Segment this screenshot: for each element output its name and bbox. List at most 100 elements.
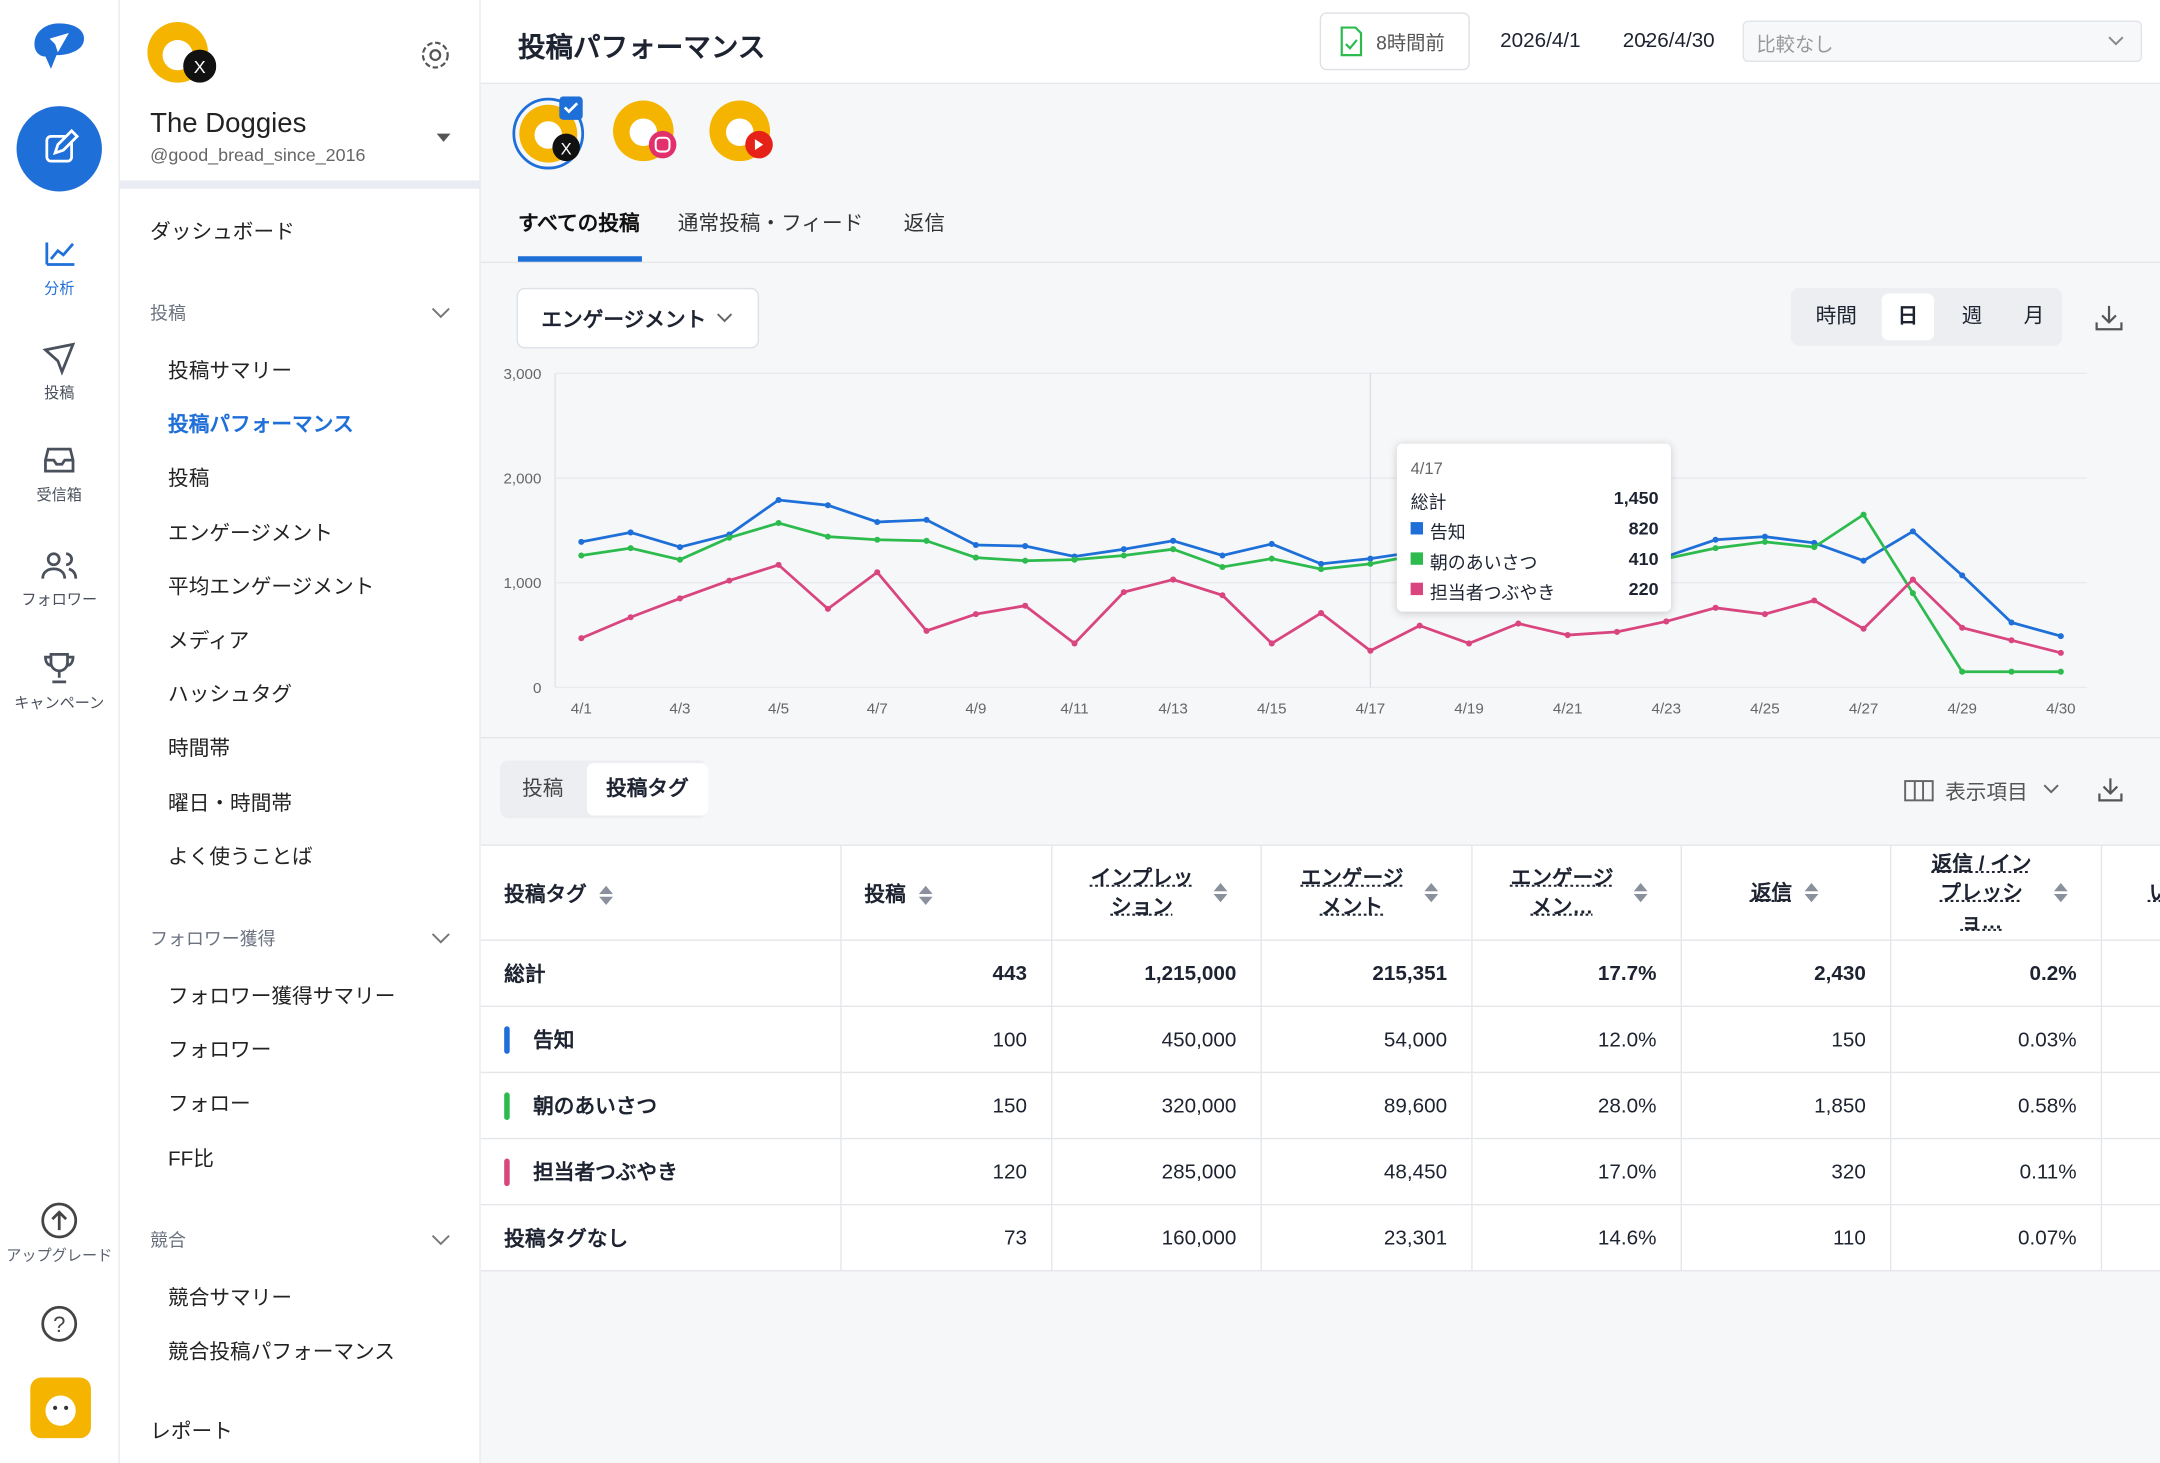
- table-tab[interactable]: 投稿: [522, 776, 564, 801]
- metric-select[interactable]: エンゲージメント: [516, 287, 760, 349]
- nav-item[interactable]: エンゲージメント: [168, 521, 333, 545]
- account-caret[interactable]: [435, 131, 452, 145]
- header-text: エンゲージメン…: [1510, 866, 1614, 919]
- user-avatar[interactable]: [30, 1377, 91, 1439]
- table-row: 担当者つぶやき 120 285,000 48,450 17.0% 320 0.11%: [480, 1138, 2160, 1206]
- y-tick-label: 1,000: [503, 575, 541, 592]
- rail-label[interactable]: 受信箱: [36, 487, 82, 505]
- nav-item[interactable]: 曜日・時間帯: [168, 791, 293, 815]
- header-text: エンゲージメント: [1300, 866, 1404, 919]
- update-badge[interactable]: 8時間前: [1319, 12, 1470, 71]
- nav-item[interactable]: 投稿: [168, 467, 210, 491]
- nav-item[interactable]: ハッシュタグ: [168, 683, 293, 707]
- column-header[interactable]: 投稿タグ: [480, 845, 841, 941]
- series-point: [1860, 511, 1867, 518]
- tooltip-value: 220: [1628, 578, 1659, 600]
- nav-report[interactable]: レポート: [150, 1420, 233, 1444]
- nav-dashboard[interactable]: ダッシュボード: [150, 220, 295, 244]
- rail-label[interactable]: 投稿: [44, 385, 75, 403]
- rail-label[interactable]: フォロワー: [21, 592, 98, 609]
- metric-label: エンゲージメント: [541, 308, 707, 332]
- column-header[interactable]: いい: [2100, 845, 2160, 941]
- column-header[interactable]: エンゲージメン…: [1471, 845, 1682, 941]
- column-header[interactable]: エンゲージメント: [1260, 845, 1472, 941]
- series-point: [1909, 576, 1916, 583]
- group-caret[interactable]: [431, 931, 450, 945]
- date-from[interactable]: 2026/4/1: [1500, 28, 1581, 53]
- rail-icon[interactable]: [40, 234, 79, 273]
- tooltip-swatch: [1410, 522, 1424, 535]
- granularity-option[interactable]: 月: [2023, 304, 2045, 328]
- nav-group[interactable]: 投稿: [150, 303, 186, 324]
- caret: [431, 307, 450, 319]
- nav-group[interactable]: 競合: [150, 1230, 186, 1251]
- rail-label[interactable]: 分析: [44, 281, 75, 298]
- chart-download[interactable]: [2092, 302, 2125, 335]
- tab-border: [480, 261, 2160, 264]
- tooltip-total: 1,450: [1613, 487, 1659, 509]
- rail-icon[interactable]: [40, 649, 79, 688]
- table-cell: 320,000: [1051, 1072, 1262, 1140]
- table-tab[interactable]: 投稿タグ: [586, 763, 709, 816]
- compare-select[interactable]: 比較なし: [1742, 20, 2143, 62]
- column-header[interactable]: インプレッション: [1051, 845, 1262, 941]
- nav-item[interactable]: フォロワー: [168, 1038, 272, 1063]
- tooltip-swatch: [1410, 552, 1424, 565]
- series-point: [1909, 590, 1916, 597]
- table-download[interactable]: [2095, 774, 2125, 804]
- nav-item[interactable]: 投稿パフォーマンス: [168, 413, 354, 437]
- upgrade-label[interactable]: アップグレード: [6, 1248, 113, 1265]
- column-header[interactable]: 投稿: [840, 845, 1052, 941]
- series-point: [874, 569, 881, 576]
- nav-item[interactable]: 時間帯: [168, 737, 231, 761]
- nav-item[interactable]: フォロー: [168, 1092, 251, 1117]
- series-point: [726, 577, 733, 584]
- series-point: [775, 519, 782, 527]
- profile-selector[interactable]: X: [511, 96, 787, 180]
- help-icon[interactable]: ?: [40, 1305, 79, 1344]
- nav-item[interactable]: よく使うことば: [168, 845, 313, 869]
- granularity-option[interactable]: 時間: [1815, 304, 1857, 328]
- page-title: 投稿パフォーマンス: [517, 33, 766, 64]
- table-cell: 0.11%: [1889, 1138, 2102, 1206]
- divider: [119, 180, 480, 189]
- nav-item[interactable]: 競合投稿パフォーマンス: [168, 1340, 395, 1365]
- series-point: [1120, 552, 1127, 559]
- series-point: [1367, 560, 1374, 567]
- rail-icon[interactable]: [40, 441, 79, 480]
- series-point: [1663, 618, 1670, 625]
- column-header[interactable]: 返信 / インプレッショ…: [1889, 845, 2102, 941]
- date-to[interactable]: 2026/4/30: [1622, 28, 1715, 53]
- rail-label[interactable]: キャンペーン: [14, 695, 105, 713]
- column-header[interactable]: 返信: [1680, 845, 1891, 941]
- tab[interactable]: 通常投稿・フィード: [677, 212, 864, 236]
- columns-button[interactable]: 表示項目: [1945, 781, 2028, 805]
- group-caret[interactable]: [431, 306, 450, 320]
- nav-item[interactable]: フォロワー獲得サマリー: [168, 984, 396, 1009]
- table-row: 告知 100 450,000 54,000 12.0% 150 0.03%: [480, 1006, 2160, 1074]
- tab[interactable]: 返信: [903, 212, 946, 236]
- compose-button[interactable]: [16, 106, 102, 192]
- granularity-option[interactable]: 日: [1881, 293, 1935, 341]
- nav-group[interactable]: フォロワー獲得: [150, 928, 276, 950]
- series-point: [1712, 536, 1719, 543]
- logo: [34, 23, 85, 69]
- cell-text: 朝のあいさつ: [533, 1095, 658, 1119]
- rail-icon[interactable]: [40, 546, 79, 585]
- x-tick-label: 4/15: [1257, 701, 1286, 718]
- nav-item[interactable]: メディア: [168, 629, 250, 653]
- nav-item[interactable]: 競合サマリー: [168, 1286, 293, 1311]
- settings-icon[interactable]: [419, 39, 452, 72]
- granularity-option[interactable]: 週: [1961, 304, 1983, 328]
- group-caret[interactable]: [431, 1233, 450, 1247]
- icon-shape: [44, 447, 75, 473]
- icon-shape: [41, 552, 78, 579]
- nav-item[interactable]: FF比: [168, 1146, 214, 1171]
- header-text: いい: [2149, 878, 2160, 907]
- tab[interactable]: すべての投稿: [517, 212, 640, 236]
- cell-text: 12.0%: [1597, 1028, 1657, 1052]
- nav-item[interactable]: 投稿サマリー: [168, 359, 293, 383]
- series-point: [923, 537, 930, 544]
- rail-icon[interactable]: [40, 339, 79, 378]
- nav-item[interactable]: 平均エンゲージメント: [168, 575, 375, 599]
